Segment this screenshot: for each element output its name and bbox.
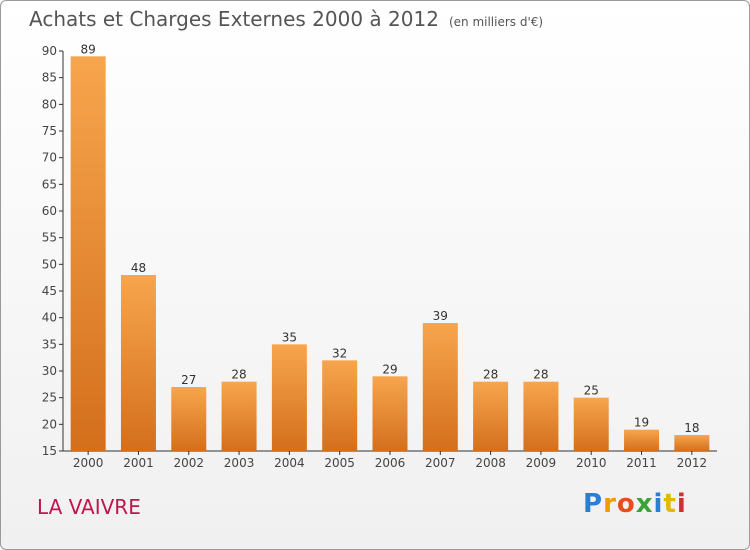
logo-letter: i <box>653 489 664 519</box>
value-label-2004: 35 <box>282 330 297 344</box>
value-label-2008: 28 <box>483 368 498 382</box>
bar-2008 <box>473 381 509 451</box>
x-tick-label: 2007 <box>425 456 456 470</box>
proxiti-logo: Proxiti <box>583 489 687 519</box>
x-tick-label: 2001 <box>123 456 154 470</box>
bar-2007 <box>422 323 458 451</box>
y-tick-label: 45 <box>42 284 57 298</box>
y-tick-label: 70 <box>42 151 57 165</box>
x-tick-label: 2006 <box>375 456 406 470</box>
value-labels: 89 48 27 28 35 32 29 39 28 28 25 19 18 <box>81 42 700 435</box>
bar-2006 <box>372 376 408 451</box>
value-label-2011: 19 <box>634 416 649 430</box>
logo-letter: P <box>583 489 604 519</box>
bar-2002 <box>171 387 207 451</box>
y-tick-label: 65 <box>42 177 57 191</box>
x-tick-label: 2002 <box>173 456 204 470</box>
bar-series <box>70 56 710 451</box>
x-tick-label: 2003 <box>224 456 255 470</box>
logo-letter: o <box>616 489 636 519</box>
y-tick-label: 75 <box>42 124 57 138</box>
bar-2004 <box>271 344 307 451</box>
bar-2000 <box>70 56 106 451</box>
logo-letter: i <box>676 489 687 519</box>
y-tick-label: 30 <box>42 364 57 378</box>
x-tick-label: 2012 <box>677 456 708 470</box>
x-tick-label: 2004 <box>274 456 305 470</box>
chart-unit: (en milliers d'€) <box>448 15 544 29</box>
bar-2011 <box>624 429 660 451</box>
y-tick-label: 60 <box>42 204 57 218</box>
x-tick-label: 2008 <box>475 456 506 470</box>
y-tick-label: 20 <box>42 417 57 431</box>
x-tick-label: 2011 <box>626 456 657 470</box>
value-label-2000: 89 <box>81 42 96 56</box>
logo-letter: r <box>603 489 617 519</box>
y-tick-label: 25 <box>42 391 57 405</box>
chart-title-text: Achats et Charges Externes 2000 à 2012 <box>29 7 439 31</box>
chart-title: Achats et Charges Externes 2000 à 2012 (e… <box>29 7 543 31</box>
y-tick-label: 50 <box>42 257 57 271</box>
y-tick-label: 90 <box>42 44 57 58</box>
value-label-2010: 25 <box>584 384 599 398</box>
y-axis: 15 20 25 30 35 40 45 50 55 60 65 70 75 80 85 90 <box>42 44 64 458</box>
value-label-2009: 28 <box>533 368 548 382</box>
x-tick-label: 2010 <box>576 456 607 470</box>
value-label-2012: 18 <box>684 421 699 435</box>
bar-2012 <box>674 435 710 451</box>
x-tick-label: 2005 <box>324 456 355 470</box>
y-tick-label: 80 <box>42 97 57 111</box>
logo-letter: t <box>663 489 677 519</box>
y-tick-label: 15 <box>42 444 57 458</box>
x-tick-label: 2009 <box>526 456 557 470</box>
y-tick-label: 85 <box>42 71 57 85</box>
value-label-2001: 48 <box>131 261 146 275</box>
value-label-2007: 39 <box>433 309 448 323</box>
bar-2001 <box>120 275 156 451</box>
y-tick-label: 35 <box>42 337 57 351</box>
bar-2005 <box>322 360 358 451</box>
value-label-2005: 32 <box>332 346 347 360</box>
y-tick-label: 40 <box>42 311 57 325</box>
value-label-2006: 29 <box>382 362 397 376</box>
bar-2009 <box>523 381 559 451</box>
logo-letter: x <box>635 489 654 519</box>
bar-2003 <box>221 381 257 451</box>
value-label-2003: 28 <box>231 368 246 382</box>
x-tick-label: 2000 <box>73 456 104 470</box>
commune-name: LA VAIVRE <box>37 495 141 519</box>
value-label-2002: 27 <box>181 373 196 387</box>
bar-2010 <box>573 397 609 451</box>
x-axis: 2000 2001 2002 2003 2004 2005 2006 2007 2008 2009… <box>63 450 717 470</box>
y-tick-label: 55 <box>42 231 57 245</box>
